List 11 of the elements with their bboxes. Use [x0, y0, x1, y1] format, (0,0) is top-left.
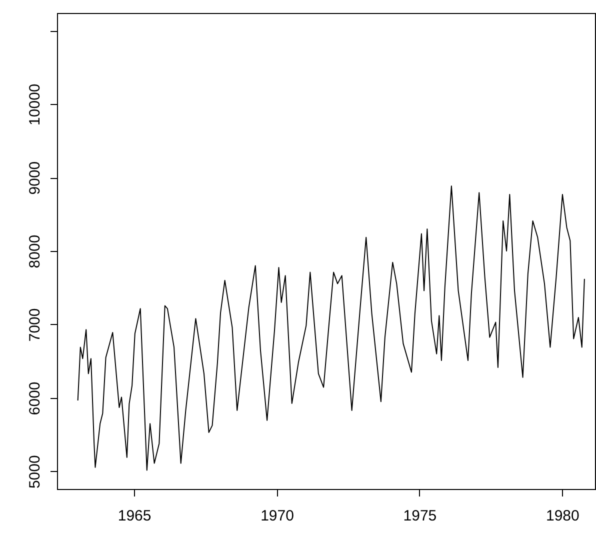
- y-tick-label: 7000: [26, 308, 44, 342]
- y-tick-label: 5000: [26, 455, 44, 489]
- x-tick-label: 1980: [546, 508, 580, 524]
- line-series: [77, 185, 585, 471]
- y-tick-label: 10000: [26, 84, 44, 126]
- y-tick-label: 6000: [26, 382, 44, 416]
- y-tick-label: 8000: [26, 234, 44, 268]
- x-tick-label: 1965: [118, 508, 152, 524]
- y-tick-label: 9000: [26, 161, 44, 195]
- x-tick-label: 1975: [403, 508, 437, 524]
- x-tick-label: 1970: [260, 508, 294, 524]
